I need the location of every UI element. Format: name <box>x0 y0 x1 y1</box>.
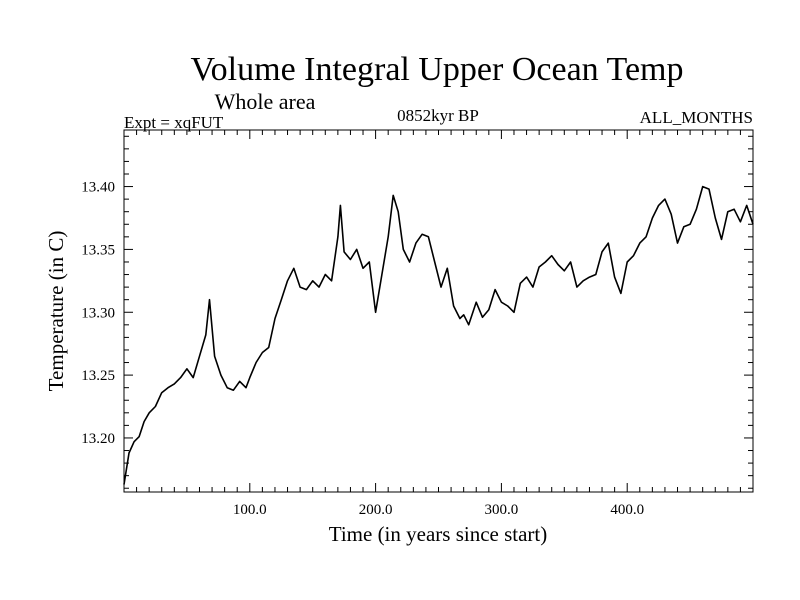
x-tick-label: 400.0 <box>610 502 644 518</box>
x-tick-label: 100.0 <box>233 502 267 518</box>
chart-title: Volume Integral Upper Ocean Temp <box>191 51 684 88</box>
y-axis-label: Temperature (in C) <box>44 231 68 392</box>
plot-frame <box>123 129 754 493</box>
temperature-series-line <box>123 185 754 485</box>
x-axis: 100.0 200.0 300.0 400.0 <box>136 130 741 518</box>
x-tick-label: 200.0 <box>359 502 393 518</box>
y-tick-label: 13.20 <box>81 431 115 447</box>
y-tick-label: 13.30 <box>81 305 115 321</box>
y-tick-label: 13.25 <box>81 368 115 384</box>
y-tick-label: 13.40 <box>81 180 115 196</box>
expt-label: Expt = xqFUT <box>124 113 224 132</box>
x-axis-label: Time (in years since start) <box>329 522 548 546</box>
chart-subtitle: Whole area <box>215 89 316 114</box>
period-label: 0852kyr BP <box>397 106 479 125</box>
x-tick-label: 300.0 <box>485 502 519 518</box>
y-tick-label: 13.35 <box>81 242 115 258</box>
y-axis: 13.20 13.25 13.30 13.35 13.40 <box>81 135 753 489</box>
months-label: ALL_MONTHS <box>640 108 753 127</box>
